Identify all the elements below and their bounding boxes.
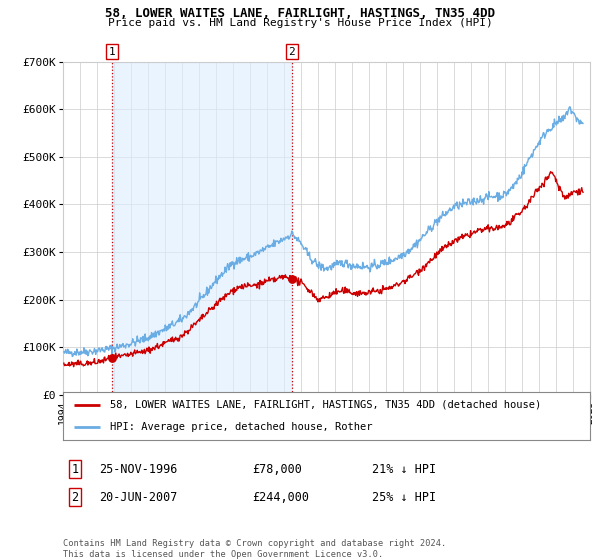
Text: 25% ↓ HPI: 25% ↓ HPI [372, 491, 436, 504]
Text: Price paid vs. HM Land Registry's House Price Index (HPI): Price paid vs. HM Land Registry's House … [107, 18, 493, 28]
Bar [112, 62, 292, 395]
Text: 21% ↓ HPI: 21% ↓ HPI [372, 463, 436, 476]
Text: Contains HM Land Registry data © Crown copyright and database right 2024.
This d: Contains HM Land Registry data © Crown c… [63, 539, 446, 559]
Text: 25-NOV-1996: 25-NOV-1996 [99, 463, 178, 476]
Bar [581, 62, 590, 395]
Text: 58, LOWER WAITES LANE, FAIRLIGHT, HASTINGS, TN35 4DD (detached house): 58, LOWER WAITES LANE, FAIRLIGHT, HASTIN… [110, 400, 542, 410]
Text: 2: 2 [289, 46, 295, 57]
Point [287, 274, 297, 283]
Text: 2: 2 [71, 491, 79, 504]
Text: £78,000: £78,000 [252, 463, 302, 476]
Text: 1: 1 [109, 46, 116, 57]
Text: HPI: Average price, detached house, Rother: HPI: Average price, detached house, Roth… [110, 422, 373, 432]
Text: £244,000: £244,000 [252, 491, 309, 504]
Text: 1: 1 [71, 463, 79, 476]
Bar [63, 62, 88, 395]
Text: 20-JUN-2007: 20-JUN-2007 [99, 491, 178, 504]
Point [107, 353, 117, 362]
Text: 58, LOWER WAITES LANE, FAIRLIGHT, HASTINGS, TN35 4DD: 58, LOWER WAITES LANE, FAIRLIGHT, HASTIN… [105, 7, 495, 20]
